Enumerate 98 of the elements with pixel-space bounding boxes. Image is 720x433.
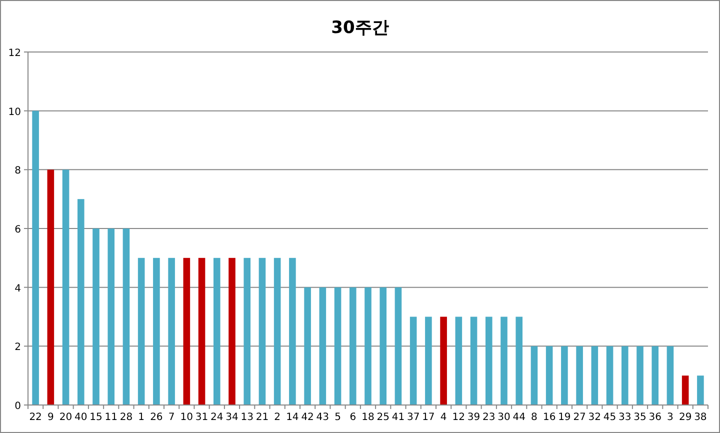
bar [682,376,689,405]
x-tick-label: 29 [678,412,692,423]
x-tick-label: 18 [362,412,374,423]
x-tick-label: 15 [90,412,102,423]
y-tick-label: 4 [14,283,21,294]
y-tick-label: 12 [8,48,21,59]
bar [530,346,538,405]
bar [319,287,326,405]
x-tick-label: 28 [120,412,133,423]
bar [244,258,251,405]
bar [349,287,356,405]
x-tick-label: 19 [558,412,571,423]
bar [516,316,523,405]
bar [697,376,704,405]
bar [168,258,175,405]
x-tick-label: 16 [542,412,556,423]
bar [304,287,311,405]
x-tick-label: 5 [334,412,341,423]
x-tick-label: 24 [210,412,224,423]
x-tick-label: 26 [150,412,163,423]
y-tick-label: 8 [14,166,21,177]
y-tick-label: 0 [14,401,21,412]
bar [652,346,659,405]
bar [440,316,447,405]
x-tick-label: 35 [634,412,646,423]
y-tick-label: 2 [14,342,21,354]
bar [122,228,130,405]
bar [546,346,553,405]
chart-title: 30주간 [331,18,389,38]
x-tick-label: 43 [316,412,330,423]
bar [364,287,372,405]
x-tick-label: 2 [274,412,281,423]
bar [666,346,674,405]
bar [576,346,583,405]
bar [62,170,70,405]
bar [410,316,417,405]
bar [47,170,54,405]
x-tick-label: 21 [256,412,269,423]
bar [183,258,190,405]
bar [455,316,462,405]
x-tick-label: 45 [603,412,616,423]
x-tick-label: 10 [180,412,194,423]
x-tick-label: 34 [226,412,238,423]
x-tick-label: 23 [482,412,496,423]
x-tick-label: 31 [195,412,208,423]
x-tick-label: 27 [573,412,586,423]
bar [485,316,492,405]
bar [213,258,220,405]
bar [32,110,39,405]
bar [606,346,614,405]
bar [153,258,160,405]
x-tick-label: 41 [392,412,405,423]
x-tick-label: 30 [498,412,510,423]
x-tick-label: 20 [59,412,72,423]
x-tick-label: 9 [47,412,54,423]
y-tick-label: 10 [8,106,21,118]
bar [228,258,236,405]
x-tick-label: 1 [138,412,145,423]
bar [380,287,387,405]
x-tick-label: 8 [531,412,538,423]
bar [394,287,402,405]
bar [636,346,644,405]
bar [621,346,628,405]
y-tick-label: 6 [14,224,21,236]
bar [77,199,84,405]
x-tick-label: 22 [29,412,42,423]
bar [138,258,145,405]
bar [92,228,100,405]
x-tick-label: 14 [286,412,299,423]
x-tick-label: 13 [240,412,254,423]
bar [289,258,296,405]
x-tick-label: 17 [422,412,435,423]
x-tick-label: 42 [301,412,314,423]
x-tick-label: 12 [452,412,466,423]
bar [258,258,266,405]
bar [470,316,478,405]
x-tick-label: 44 [512,412,526,423]
bar [561,346,568,405]
x-tick-label: 33 [618,412,632,423]
bar [425,316,432,405]
bar [334,287,342,405]
bar [591,346,598,405]
x-tick-label: 40 [74,412,88,423]
x-tick-label: 11 [104,412,118,423]
x-tick-label: 6 [350,412,356,423]
x-tick-label: 39 [467,412,480,423]
bar [500,316,508,405]
x-tick-label: 36 [648,412,662,423]
x-tick-label: 3 [667,412,674,423]
x-tick-label: 4 [440,412,447,423]
x-tick-label: 32 [588,412,602,423]
x-tick-label: 25 [376,412,390,423]
bar [274,258,281,405]
bar [108,228,115,405]
x-tick-label: 38 [694,412,707,423]
x-tick-label: 37 [406,412,420,423]
x-tick-label: 7 [168,412,175,423]
bar [198,258,206,405]
